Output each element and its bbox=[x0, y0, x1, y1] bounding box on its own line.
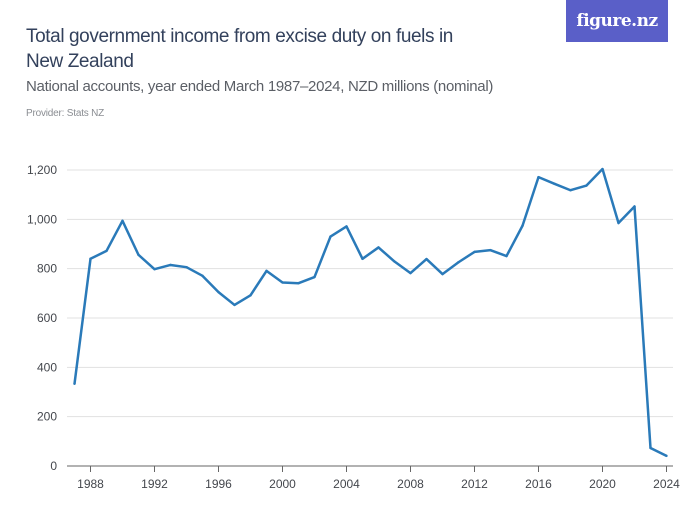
data-point bbox=[281, 281, 284, 284]
data-point bbox=[441, 272, 444, 276]
series-line bbox=[73, 167, 668, 458]
x-tick-label: 1988 bbox=[77, 477, 104, 491]
y-tick-label: 0 bbox=[50, 459, 57, 473]
data-point bbox=[409, 271, 412, 275]
x-tick-label: 2008 bbox=[397, 477, 424, 491]
data-point bbox=[665, 454, 668, 458]
data-point bbox=[457, 261, 460, 264]
data-point bbox=[169, 263, 172, 267]
data-point bbox=[345, 225, 348, 228]
x-tick-label: 2020 bbox=[589, 477, 616, 491]
data-point bbox=[489, 248, 492, 252]
data-point bbox=[537, 175, 540, 179]
x-tick-label: 2000 bbox=[269, 477, 296, 491]
chart-subtitle: National accounts, year ended March 1987… bbox=[26, 78, 494, 95]
data-point bbox=[633, 205, 636, 208]
data-point bbox=[121, 219, 124, 223]
data-point bbox=[505, 254, 508, 258]
y-tick-label: 800 bbox=[37, 262, 57, 276]
data-point bbox=[425, 257, 428, 261]
data-point bbox=[377, 246, 380, 249]
data-point bbox=[649, 446, 652, 450]
data-point bbox=[137, 253, 140, 257]
data-point bbox=[569, 189, 572, 192]
figure-nz-logo[interactable]: figure.nz bbox=[566, 0, 668, 42]
data-point bbox=[153, 267, 156, 271]
x-tick-label: 2024 bbox=[653, 477, 680, 491]
y-tick-label: 200 bbox=[37, 410, 57, 424]
data-point bbox=[473, 250, 476, 254]
data-point bbox=[585, 184, 588, 187]
data-point bbox=[89, 257, 92, 260]
data-point bbox=[393, 260, 396, 263]
data-point bbox=[617, 221, 620, 225]
x-tick-label: 1992 bbox=[141, 477, 168, 491]
data-point bbox=[297, 282, 300, 285]
y-tick-label: 400 bbox=[37, 360, 57, 374]
provider-label: Provider: Stats NZ bbox=[26, 108, 105, 119]
data-point bbox=[361, 257, 364, 260]
data-point bbox=[313, 275, 316, 279]
data-point bbox=[329, 235, 332, 238]
data-point bbox=[249, 294, 252, 297]
data-point bbox=[553, 182, 556, 186]
data-point bbox=[105, 249, 108, 253]
x-tick-label: 2016 bbox=[525, 477, 552, 491]
data-point bbox=[185, 265, 188, 269]
data-point bbox=[73, 382, 76, 386]
x-tick-label: 2012 bbox=[461, 477, 488, 491]
chart-title: Total government income from excise duty… bbox=[26, 26, 453, 72]
data-point bbox=[601, 167, 604, 171]
x-tick-label: 2004 bbox=[333, 477, 360, 491]
data-point bbox=[233, 303, 236, 307]
y-tick-label: 1,000 bbox=[27, 212, 57, 226]
y-tick-label: 600 bbox=[37, 311, 57, 325]
data-point bbox=[265, 269, 268, 273]
data-point bbox=[201, 274, 204, 278]
x-tick-label: 1996 bbox=[205, 477, 232, 491]
data-point bbox=[521, 224, 524, 227]
data-point bbox=[217, 290, 220, 294]
y-tick-label: 1,200 bbox=[27, 163, 57, 177]
